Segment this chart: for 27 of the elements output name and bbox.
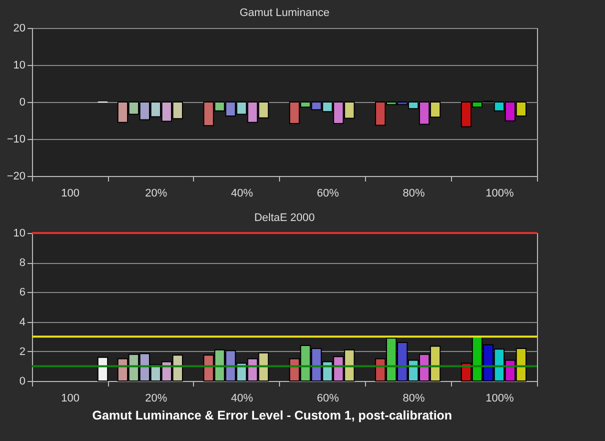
x-tick-label: 60% <box>316 188 340 200</box>
y-tick-label: 10 <box>13 60 26 72</box>
y-tick-label: 0 <box>19 376 26 388</box>
x-tick-label: 100 <box>61 188 80 200</box>
x-tick-label: 80% <box>402 392 426 404</box>
chart-title: DeltaE 2000 <box>254 212 315 224</box>
y-tick-label: 8 <box>19 257 26 270</box>
x-tick-label: 40% <box>231 188 254 200</box>
x-tick-label: 20% <box>145 392 168 404</box>
y-tick-label: 2 <box>19 346 26 358</box>
x-tick-label: 60% <box>316 392 340 404</box>
bar <box>97 356 108 382</box>
y-tick-label: 20 <box>13 22 26 34</box>
x-tick-label: 100% <box>486 392 514 404</box>
y-tick-label: 4 <box>19 316 26 328</box>
text: Gamut Luminance & Error Level - Custom 1, post-calibration <box>92 408 452 422</box>
y-tick-label: −20 <box>6 170 26 182</box>
x-tick-label: 100 <box>61 392 80 404</box>
y-tick-label: 6 <box>19 286 26 299</box>
chart-title: Gamut Luminance <box>240 7 330 19</box>
x-tick-label: 20% <box>145 188 168 200</box>
x-tick-label: 80% <box>402 188 426 200</box>
y-tick-label: −10 <box>6 134 26 146</box>
y-tick-label: 10 <box>13 228 26 240</box>
x-tick-label: 40% <box>231 392 254 404</box>
x-tick-label: 100% <box>486 188 514 200</box>
y-tick-label: 0 <box>19 96 26 108</box>
